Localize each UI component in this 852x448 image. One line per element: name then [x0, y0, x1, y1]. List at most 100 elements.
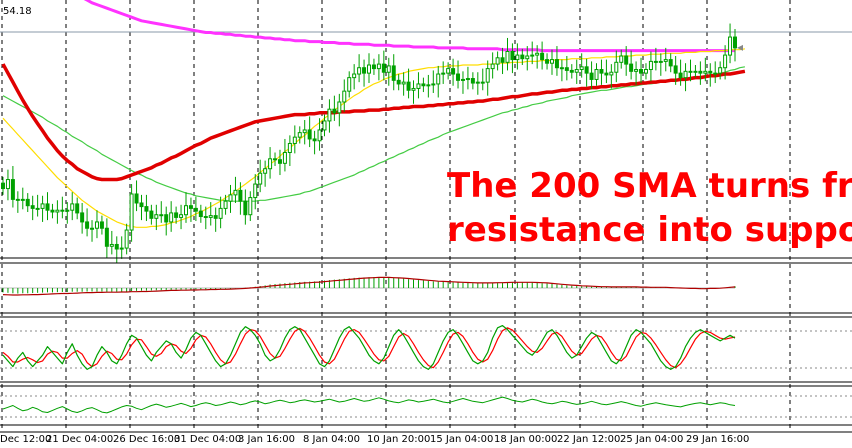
candle-body	[277, 159, 282, 164]
candle-body	[456, 73, 461, 81]
candle-body	[535, 52, 540, 56]
candle-body	[475, 81, 480, 84]
candle-body	[668, 59, 673, 67]
candle-body	[391, 65, 396, 81]
candle-body	[188, 205, 193, 209]
candle-body	[337, 101, 342, 114]
candle-body	[65, 209, 70, 212]
candle-body	[480, 81, 485, 84]
candle-body	[698, 70, 703, 74]
candle-body	[416, 83, 421, 89]
candle-body	[643, 69, 648, 74]
candle-body	[134, 193, 139, 204]
candle-body	[109, 243, 114, 247]
candle-body	[119, 247, 124, 250]
candle-body	[5, 179, 10, 190]
candle-body	[678, 72, 683, 79]
candle-body	[376, 63, 381, 70]
candle-body	[164, 214, 169, 223]
candle-body	[75, 203, 80, 214]
candle-body	[683, 70, 688, 79]
candle-body	[94, 221, 99, 229]
stochastic-panel	[2, 325, 736, 370]
candle-body	[154, 214, 159, 219]
candle-body	[460, 78, 465, 81]
candle-body	[718, 67, 723, 74]
candle-body	[703, 70, 708, 74]
candle-body	[520, 54, 525, 60]
candle-body	[312, 138, 317, 142]
candle-body	[584, 66, 589, 74]
candle-body	[45, 203, 50, 211]
candle-body	[174, 212, 179, 218]
candle-body	[728, 36, 733, 56]
candle-body	[139, 202, 144, 208]
sma-magenta-line	[83, 0, 735, 53]
sma200-line	[1, 63, 746, 182]
candle-body	[708, 70, 713, 74]
candle-body	[411, 87, 416, 91]
candle-body	[213, 215, 218, 219]
annotation-line-1: The 200 SMA turns from	[447, 166, 852, 206]
candle-body	[253, 183, 258, 199]
candle-body	[159, 214, 164, 217]
candle-body	[124, 229, 129, 249]
oscillator-panel	[2, 396, 736, 414]
time-label: 3 Jan 16:00	[238, 434, 295, 445]
candle-body	[525, 55, 530, 60]
time-label: 29 Jan 16:00	[686, 434, 749, 445]
candle-body	[273, 158, 278, 161]
time-label: 8 Jan 04:00	[303, 434, 360, 445]
sma100-line	[2, 66, 746, 202]
candle-body	[515, 54, 520, 61]
candle-body	[292, 136, 297, 144]
candle-body	[70, 203, 75, 211]
candle-body	[322, 120, 327, 131]
candle-body	[362, 67, 367, 74]
candle-body	[614, 61, 619, 73]
candle-body	[238, 189, 243, 202]
time-label: 21 Dec 04:00	[46, 434, 113, 445]
candle-body	[208, 215, 213, 218]
candle-body	[451, 68, 456, 75]
candle-body	[431, 83, 436, 86]
candle-body	[663, 59, 668, 62]
candle-body	[564, 67, 569, 71]
candle-body	[10, 179, 15, 200]
candle-body	[436, 73, 441, 85]
candle-body	[357, 67, 362, 75]
candle-body	[723, 54, 728, 69]
candle-body	[505, 50, 510, 63]
candle-body	[446, 68, 451, 74]
candle-body	[307, 129, 312, 140]
candle-body	[599, 69, 604, 74]
candle-body	[179, 214, 184, 218]
macd-signal-line	[2, 276, 736, 296]
candle-body	[282, 151, 287, 164]
candle-body	[653, 60, 658, 63]
candle-body	[485, 68, 490, 83]
candle-body	[30, 205, 35, 209]
candle-body	[441, 72, 446, 75]
candle-body	[426, 84, 431, 87]
candle-body	[648, 60, 653, 71]
candle-body	[169, 212, 174, 223]
candle-body	[386, 65, 391, 73]
candle-body	[396, 79, 401, 85]
candle-body	[99, 221, 104, 229]
candle-body	[317, 129, 322, 142]
time-label: 31 Dec 04:00	[174, 434, 241, 445]
candle-body	[673, 65, 678, 74]
candle-body	[85, 221, 90, 229]
candle-body	[60, 209, 65, 212]
candle-body	[713, 72, 718, 75]
candle-body	[381, 63, 386, 73]
candle-body	[530, 54, 535, 57]
stochastic-main-line	[2, 325, 736, 370]
candle-body	[604, 72, 609, 76]
candle-body	[500, 57, 505, 63]
candle-body	[609, 71, 614, 76]
candle-body	[401, 81, 406, 85]
annotation-line-2: resistance into support	[447, 210, 852, 250]
